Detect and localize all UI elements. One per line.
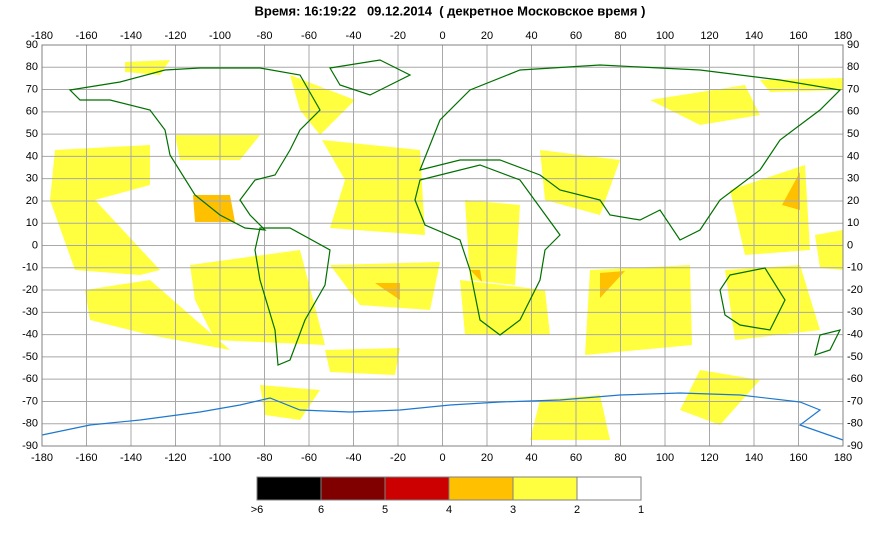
x-tick-label: -140	[120, 30, 142, 42]
legend-swatch	[320, 476, 386, 501]
x-tick-label: 0	[439, 30, 445, 42]
x-tick-label: 40	[525, 30, 537, 42]
y-tick-label: 40	[26, 150, 38, 162]
y-tick-label: 0	[32, 239, 38, 251]
plot-border	[41, 44, 844, 447]
y-tick-label: -30	[847, 306, 863, 318]
y-tick-label: -40	[847, 329, 863, 341]
y-tick-label: 0	[847, 239, 853, 251]
x-tick-label: 100	[656, 30, 674, 42]
x-tick-label: -160	[75, 452, 97, 464]
y-tick-label: 10	[26, 217, 38, 229]
y-tick-label: -20	[847, 284, 863, 296]
x-tick-label: 140	[745, 452, 763, 464]
y-tick-label: -90	[22, 440, 38, 452]
x-tick-label: 80	[614, 30, 626, 42]
antarctica	[41, 392, 844, 441]
x-tick-label: 100	[656, 452, 674, 464]
legend-label: 1	[638, 504, 644, 516]
legend-swatch	[448, 476, 514, 501]
x-tick-label: -40	[346, 30, 362, 42]
x-tick-label: -60	[301, 30, 317, 42]
y-tick-label: 50	[847, 128, 859, 140]
y-tick-label: -20	[22, 284, 38, 296]
x-tick-label: 20	[481, 452, 493, 464]
y-tick-label: -30	[22, 306, 38, 318]
x-tick-label: 180	[834, 452, 852, 464]
y-tick-label: -10	[22, 262, 38, 274]
y-tick-label: 60	[847, 106, 859, 118]
y-tick-label: -50	[22, 351, 38, 363]
legend-swatch	[576, 476, 642, 501]
legend-label: 2	[574, 504, 580, 516]
y-tick-label: -60	[22, 373, 38, 385]
x-tick-label: 160	[789, 30, 807, 42]
legend-swatch	[256, 476, 322, 501]
y-tick-label: 20	[847, 195, 859, 207]
y-tick-label: -10	[847, 262, 863, 274]
x-tick-label: 20	[481, 30, 493, 42]
y-tick-label: 70	[26, 83, 38, 95]
x-tick-label: -160	[75, 30, 97, 42]
y-tick-label: -70	[847, 395, 863, 407]
legend-swatch	[384, 476, 450, 501]
legend-swatch	[512, 476, 578, 501]
y-tick-label: 30	[26, 173, 38, 185]
y-tick-label: -50	[847, 351, 863, 363]
x-tick-label: 180	[834, 30, 852, 42]
x-tick-label: 140	[745, 30, 763, 42]
x-tick-label: -60	[301, 452, 317, 464]
y-tick-label: -70	[22, 395, 38, 407]
y-tick-label: 70	[847, 83, 859, 95]
y-tick-label: 10	[847, 217, 859, 229]
x-tick-label: -120	[164, 452, 186, 464]
x-tick-label: -180	[31, 452, 53, 464]
y-tick-label: -90	[847, 440, 863, 452]
y-tick-label: 30	[847, 173, 859, 185]
x-tick-label: -120	[164, 30, 186, 42]
legend-label: >6	[251, 504, 264, 516]
x-tick-label: 120	[700, 452, 718, 464]
legend: >6 6 5 4 3 2 1	[251, 476, 644, 516]
x-tick-label: -20	[390, 452, 406, 464]
y-tick-label: 80	[847, 61, 859, 73]
x-tick-label: 80	[614, 452, 626, 464]
x-tick-label: -40	[346, 452, 362, 464]
x-tick-label: 120	[700, 30, 718, 42]
y-tick-label: -60	[847, 373, 863, 385]
legend-label: 6	[318, 504, 324, 516]
y-tick-label: -80	[847, 418, 863, 430]
x-tick-label: -20	[390, 30, 406, 42]
y-tick-label: 90	[26, 39, 38, 51]
y-tick-label: 90	[847, 39, 859, 51]
title: Время: 16:19:22 09.12.2014 ( декретное М…	[255, 3, 646, 18]
x-tick-label: -80	[257, 452, 273, 464]
x-tick-label: 60	[570, 30, 582, 42]
y-tick-label: -80	[22, 418, 38, 430]
y-tick-label: 60	[26, 106, 38, 118]
y-tick-label: 50	[26, 128, 38, 140]
legend-label: 5	[382, 504, 388, 516]
x-tick-label: -180	[31, 30, 53, 42]
y-tick-label: 20	[26, 195, 38, 207]
x-tick-label: 160	[789, 452, 807, 464]
x-tick-label: 40	[525, 452, 537, 464]
x-tick-label: -80	[257, 30, 273, 42]
legend-label: 4	[446, 504, 452, 516]
y-tick-label: 80	[26, 61, 38, 73]
y-tick-label: -40	[22, 329, 38, 341]
x-tick-label: 0	[439, 452, 445, 464]
legend-label: 3	[510, 504, 516, 516]
x-tick-label: 60	[570, 452, 582, 464]
x-tick-label: -140	[120, 452, 142, 464]
x-tick-label: -100	[209, 452, 231, 464]
y-tick-label: 40	[847, 150, 859, 162]
coastlines	[68, 59, 842, 366]
x-tick-label: -100	[209, 30, 231, 42]
